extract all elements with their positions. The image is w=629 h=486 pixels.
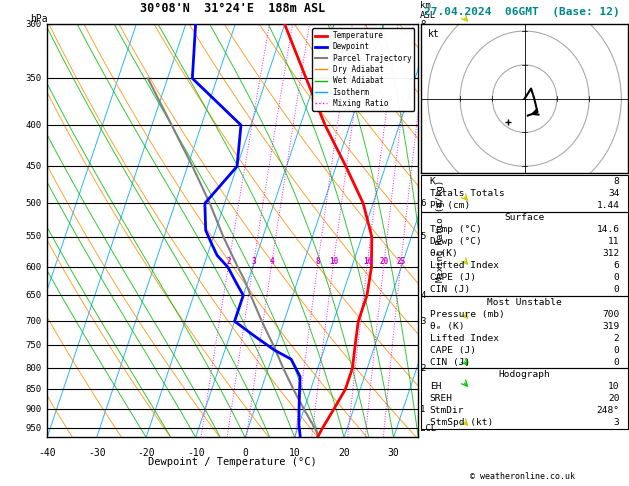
Text: 10: 10 xyxy=(608,382,620,391)
Text: 1.44: 1.44 xyxy=(596,201,620,210)
Text: Lifted Index: Lifted Index xyxy=(430,334,499,343)
Text: 25: 25 xyxy=(396,257,406,266)
Text: 20: 20 xyxy=(608,394,620,403)
Text: 500: 500 xyxy=(26,199,42,208)
Text: 34: 34 xyxy=(608,189,620,198)
Text: 3: 3 xyxy=(252,257,256,266)
Text: 2: 2 xyxy=(614,334,620,343)
Text: 750: 750 xyxy=(26,341,42,350)
Text: 312: 312 xyxy=(602,249,620,259)
Text: kt: kt xyxy=(428,29,440,39)
Text: PW (cm): PW (cm) xyxy=(430,201,470,210)
Text: © weatheronline.co.uk: © weatheronline.co.uk xyxy=(470,472,574,481)
Text: θₑ (K): θₑ (K) xyxy=(430,322,464,330)
Text: EH: EH xyxy=(430,382,441,391)
Text: CIN (J): CIN (J) xyxy=(430,285,470,295)
Text: CAPE (J): CAPE (J) xyxy=(430,274,476,282)
Text: 650: 650 xyxy=(26,291,42,300)
Text: 4: 4 xyxy=(270,257,274,266)
Text: 5: 5 xyxy=(420,232,425,241)
Text: 8: 8 xyxy=(420,20,425,29)
Text: 10: 10 xyxy=(289,448,301,458)
Text: 20: 20 xyxy=(338,448,350,458)
Text: 248°: 248° xyxy=(596,406,620,415)
Text: Most Unstable: Most Unstable xyxy=(487,297,562,307)
Text: km
ASL: km ASL xyxy=(420,1,437,20)
Text: Pressure (mb): Pressure (mb) xyxy=(430,310,504,319)
Text: StmSpd (kt): StmSpd (kt) xyxy=(430,418,493,427)
Text: 8: 8 xyxy=(614,177,620,186)
Text: Surface: Surface xyxy=(504,213,545,222)
Text: 30: 30 xyxy=(387,448,399,458)
Text: 2: 2 xyxy=(227,257,231,266)
Text: StmDir: StmDir xyxy=(430,406,464,415)
Text: 0: 0 xyxy=(614,285,620,295)
Text: 400: 400 xyxy=(26,121,42,130)
Text: 450: 450 xyxy=(26,162,42,171)
Text: -20: -20 xyxy=(137,448,155,458)
Text: 950: 950 xyxy=(26,424,42,433)
Text: Mixing Ratio (g/kg): Mixing Ratio (g/kg) xyxy=(436,180,445,282)
Text: 7: 7 xyxy=(420,121,425,130)
Text: -30: -30 xyxy=(88,448,106,458)
Text: 300: 300 xyxy=(26,20,42,29)
Text: 16: 16 xyxy=(363,257,372,266)
Text: 4: 4 xyxy=(420,291,425,300)
Text: -40: -40 xyxy=(38,448,56,458)
Text: 3: 3 xyxy=(614,418,620,427)
Text: 550: 550 xyxy=(26,232,42,241)
Text: 14.6: 14.6 xyxy=(596,225,620,234)
Text: Temp (°C): Temp (°C) xyxy=(430,225,481,234)
Text: 700: 700 xyxy=(602,310,620,319)
Text: CIN (J): CIN (J) xyxy=(430,358,470,367)
X-axis label: Dewpoint / Temperature (°C): Dewpoint / Temperature (°C) xyxy=(148,457,317,467)
Text: Hodograph: Hodograph xyxy=(499,370,550,379)
Text: 11: 11 xyxy=(608,237,620,246)
Text: Lifted Index: Lifted Index xyxy=(430,261,499,270)
Text: 800: 800 xyxy=(26,364,42,373)
Text: 850: 850 xyxy=(26,385,42,394)
Text: 6: 6 xyxy=(614,261,620,270)
Text: hPa: hPa xyxy=(30,14,48,24)
Text: SREH: SREH xyxy=(430,394,453,403)
Text: 1: 1 xyxy=(420,405,425,414)
Text: 10: 10 xyxy=(329,257,338,266)
Bar xyxy=(421,296,628,368)
Text: -10: -10 xyxy=(187,448,204,458)
Text: 0: 0 xyxy=(614,274,620,282)
Bar xyxy=(421,368,628,429)
Text: 900: 900 xyxy=(26,405,42,414)
Legend: Temperature, Dewpoint, Parcel Trajectory, Dry Adiabat, Wet Adiabat, Isotherm, Mi: Temperature, Dewpoint, Parcel Trajectory… xyxy=(312,28,415,111)
Text: 0: 0 xyxy=(242,448,248,458)
Text: CAPE (J): CAPE (J) xyxy=(430,346,476,355)
Bar xyxy=(421,211,628,296)
Text: Totals Totals: Totals Totals xyxy=(430,189,504,198)
Text: 350: 350 xyxy=(26,74,42,83)
Text: Dewp (°C): Dewp (°C) xyxy=(430,237,481,246)
Bar xyxy=(421,175,628,211)
Text: 27.04.2024  06GMT  (Base: 12): 27.04.2024 06GMT (Base: 12) xyxy=(424,7,620,17)
Text: 20: 20 xyxy=(379,257,389,266)
Text: 600: 600 xyxy=(26,263,42,272)
Text: 8: 8 xyxy=(316,257,321,266)
Text: 319: 319 xyxy=(602,322,620,330)
Text: LCL: LCL xyxy=(420,424,437,433)
Text: 700: 700 xyxy=(26,317,42,326)
Text: 6: 6 xyxy=(420,199,425,208)
Text: 0: 0 xyxy=(614,346,620,355)
Text: 0: 0 xyxy=(614,358,620,367)
Text: K: K xyxy=(430,177,435,186)
Text: θₑ(K): θₑ(K) xyxy=(430,249,459,259)
Text: 2: 2 xyxy=(420,364,425,373)
Text: 30°08'N  31°24'E  188m ASL: 30°08'N 31°24'E 188m ASL xyxy=(140,2,325,15)
Text: 3: 3 xyxy=(420,317,425,326)
